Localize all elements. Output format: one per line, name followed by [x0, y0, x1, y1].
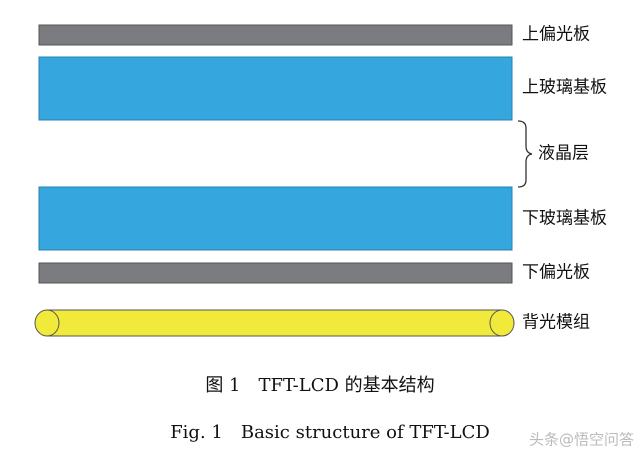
- watermark: 头条@悟空问答: [529, 431, 634, 449]
- layer-label: 上玻璃基板: [522, 78, 607, 98]
- liquid-crystal-label: 液晶层: [538, 144, 589, 164]
- caption-en: Fig. 1 Basic structure of TFT-LCD: [170, 422, 490, 443]
- layer-label: 下玻璃基板: [522, 209, 607, 229]
- backlight-body: [46, 309, 503, 337]
- upper-polarizer: [38, 24, 513, 46]
- lower-glass: [38, 186, 513, 251]
- backlight-end: [34, 309, 60, 337]
- upper-glass: [38, 56, 513, 121]
- brace: [517, 120, 533, 188]
- lower-polarizer: [38, 262, 513, 284]
- caption-cn: 图 1 TFT-LCD 的基本结构: [205, 375, 434, 396]
- layer-label: 背光模组: [522, 313, 590, 333]
- backlight-end: [489, 309, 515, 337]
- layer-label: 下偏光板: [522, 263, 590, 283]
- layer-label: 上偏光板: [522, 25, 590, 45]
